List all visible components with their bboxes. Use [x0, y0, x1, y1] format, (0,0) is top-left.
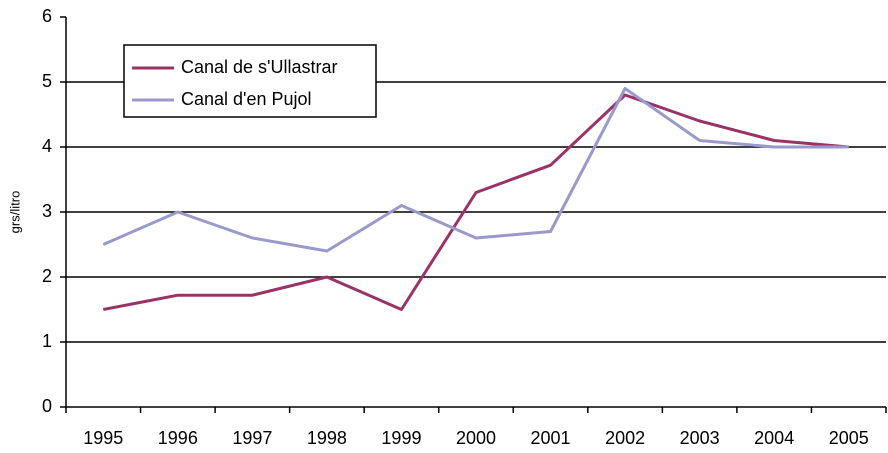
x-tick-label: 2001 — [531, 428, 571, 448]
x-tick-label: 2004 — [754, 428, 794, 448]
x-tick-label: 1999 — [381, 428, 421, 448]
y-axis-label: grs/litro — [7, 191, 22, 234]
x-tick-label: 1997 — [232, 428, 272, 448]
x-tick-label: 1998 — [307, 428, 347, 448]
y-tick-label: 6 — [42, 6, 52, 26]
legend-box — [123, 44, 377, 118]
y-tick-label: 5 — [42, 71, 52, 91]
x-tick-label: 2002 — [605, 428, 645, 448]
x-tick-label: 1996 — [158, 428, 198, 448]
y-tick-label: 1 — [42, 331, 52, 351]
legend-label: Canal d'en Pujol — [181, 89, 312, 109]
y-tick-label: 0 — [42, 396, 52, 416]
series-line — [102, 87, 849, 253]
y-tick-label: 2 — [42, 266, 52, 286]
legend-label: Canal de s'Ullastrar — [181, 57, 338, 77]
y-tick-label: 3 — [42, 201, 52, 221]
series-line — [102, 93, 849, 311]
x-tick-label: 2005 — [829, 428, 869, 448]
y-tick-label: 4 — [42, 136, 52, 156]
x-tick-label: 2003 — [680, 428, 720, 448]
x-tick-label: 1995 — [83, 428, 123, 448]
x-tick-label: 2000 — [456, 428, 496, 448]
